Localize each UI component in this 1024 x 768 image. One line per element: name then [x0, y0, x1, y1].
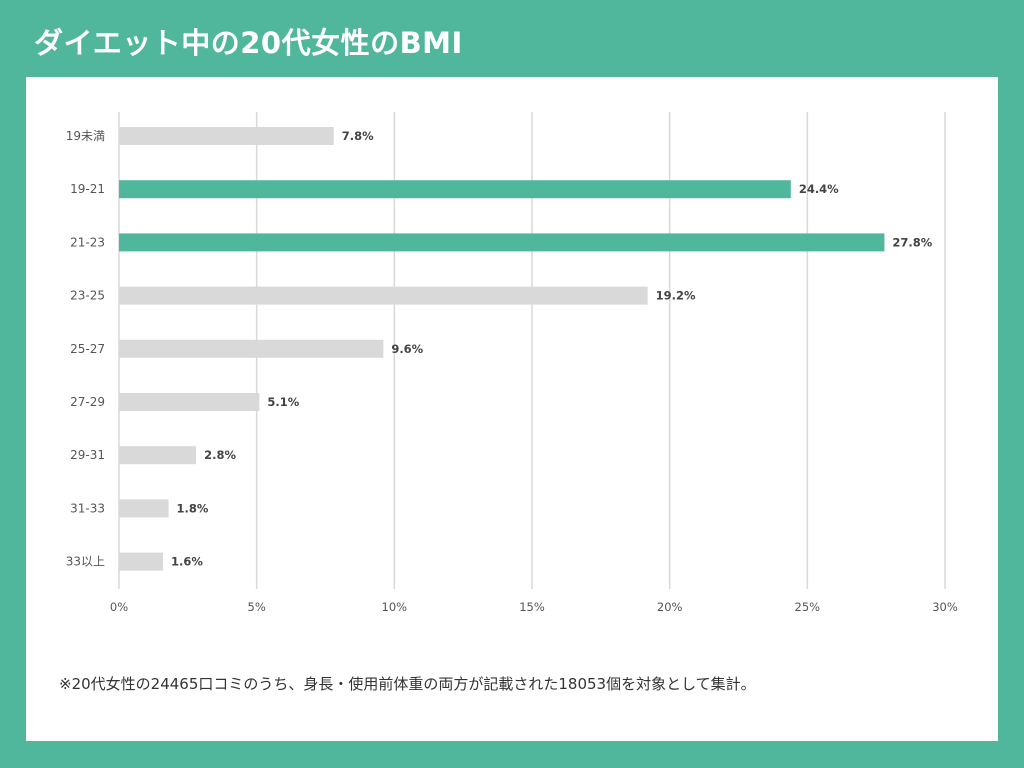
x-tick-label: 0% [110, 600, 128, 614]
value-label: 1.6% [171, 555, 203, 569]
value-label: 1.8% [177, 501, 209, 515]
value-label: 9.6% [391, 342, 423, 356]
x-tick-label: 15% [519, 600, 545, 614]
category-label: 21-23 [70, 235, 105, 249]
category-label: 31-33 [70, 501, 105, 515]
category-label: 19未満 [66, 129, 105, 143]
bar [119, 446, 197, 465]
x-tick-label: 25% [795, 600, 821, 614]
bar [119, 180, 791, 199]
category-label: 29-31 [70, 448, 105, 462]
bar [119, 552, 164, 571]
footnote: ※20代女性の24465口コミのうち、身長・使用前体重の両方が記載された1805… [59, 675, 756, 693]
x-tick-label: 20% [657, 600, 683, 614]
value-label: 7.8% [342, 129, 374, 143]
category-label: 25-27 [70, 342, 105, 356]
category-label: 27-29 [70, 395, 105, 409]
category-label: 19-21 [70, 182, 105, 196]
value-label: 2.8% [204, 448, 236, 462]
chart-panel: 0% 5% 10% 15% 20% 25% 30% 19未満 7.8% 19-21 24.4% 21-… [26, 77, 998, 741]
bar-chart: 0% 5% 10% 15% 20% 25% 30% 19未満 7.8% 19-21 24.4% 21-… [66, 112, 958, 614]
value-label: 5.1% [267, 395, 299, 409]
bar [119, 233, 885, 252]
chart-title: ダイエット中の20代女性のBMI [34, 26, 463, 60]
x-tick-label: 30% [932, 600, 958, 614]
bar [119, 499, 169, 518]
value-label: 24.4% [799, 182, 839, 196]
bar [119, 339, 384, 358]
bar [119, 127, 334, 145]
x-tick-label: 5% [248, 600, 266, 614]
category-label: 33以上 [66, 555, 105, 569]
bar [119, 393, 260, 411]
value-label: 19.2% [656, 289, 696, 303]
bar [119, 286, 648, 305]
category-label: 23-25 [70, 289, 105, 303]
value-label: 27.8% [892, 235, 932, 249]
x-tick-label: 10% [382, 600, 408, 614]
